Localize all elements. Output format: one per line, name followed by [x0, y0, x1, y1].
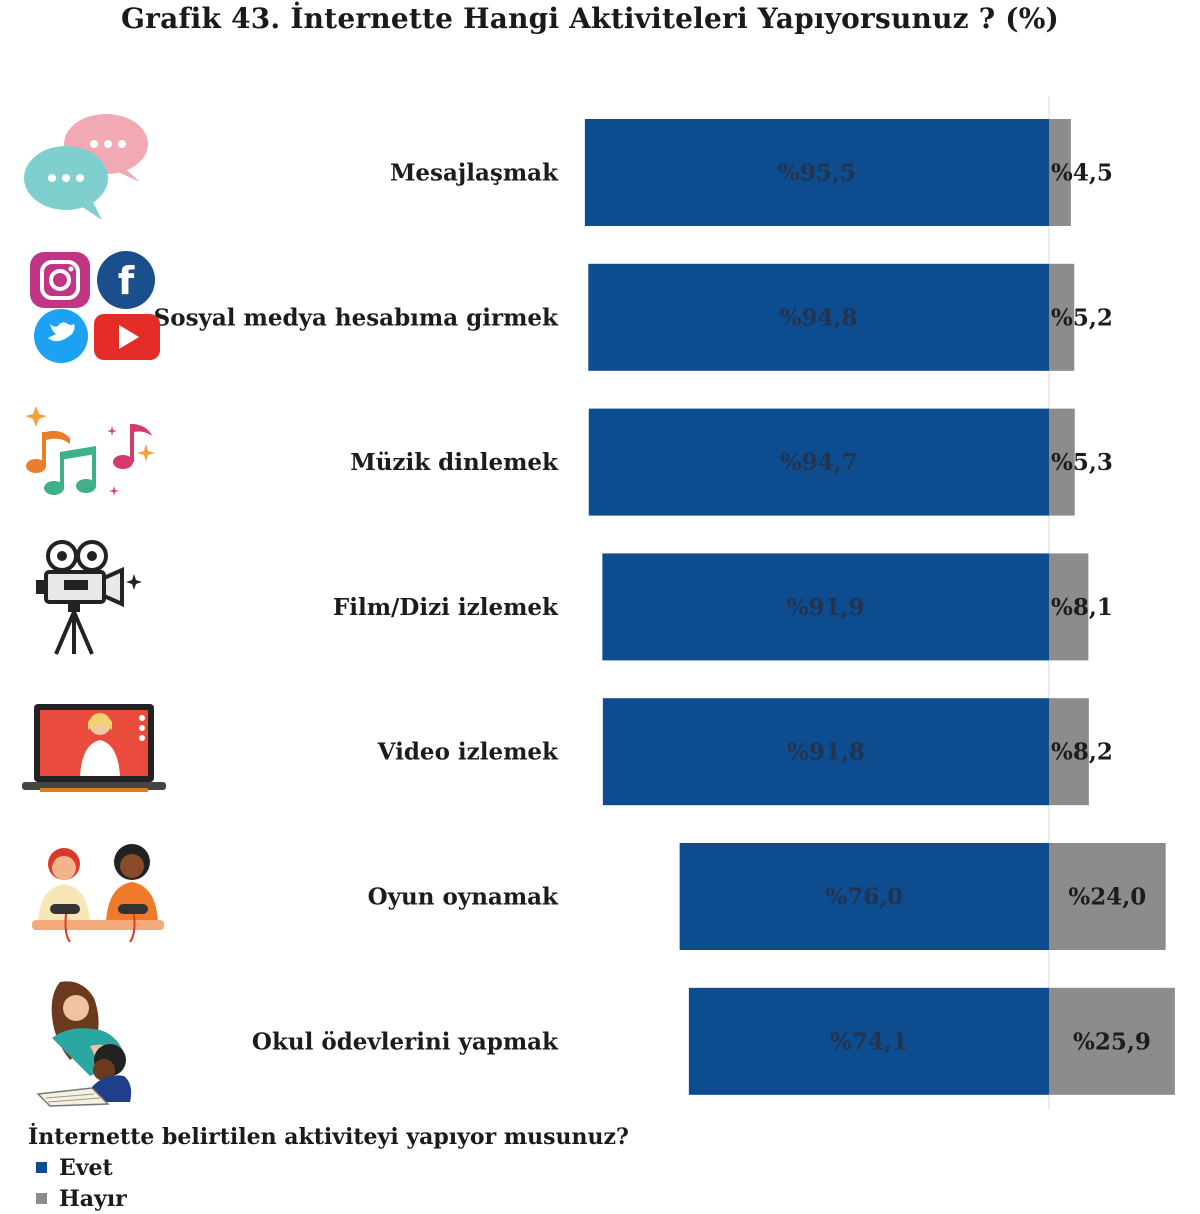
- social-media-icon: f: [30, 251, 160, 363]
- data-label-hayir-5: %24,0: [1068, 884, 1146, 911]
- bar-evet-4: [602, 698, 1049, 806]
- legend-title: İnternette belirtilen aktiviteyi yapıyor…: [28, 1124, 629, 1150]
- laptop-video-icon: [22, 704, 166, 792]
- category-label-1: Sosyal medya hesabıma girmek: [154, 304, 559, 331]
- data-label-evet-5: %76,0: [825, 884, 903, 911]
- bar-evet-1: [588, 263, 1049, 371]
- category-label-0: Mesajlaşmak: [390, 160, 559, 187]
- data-label-evet-1: %94,8: [780, 304, 858, 331]
- bar-evet-2: [588, 408, 1049, 516]
- legend-swatch-evet: [36, 1162, 47, 1173]
- legend-swatch-hayir: [36, 1193, 47, 1204]
- homework-icon: [36, 981, 132, 1107]
- legend-label-hayir: Hayır: [59, 1185, 127, 1212]
- chart-title: Grafik 43. İnternette Hangi Aktiviteleri…: [121, 2, 1059, 35]
- bar-hayir-4: [1049, 698, 1089, 806]
- bar-hayir-5: [1049, 843, 1166, 950]
- category-label-6: Okul ödevlerini yapmak: [252, 1028, 559, 1055]
- data-label-hayir-6: %25,9: [1073, 1028, 1151, 1055]
- bar-evet-0: [584, 119, 1049, 226]
- bar-hayir-2: [1049, 408, 1075, 516]
- gamers-icon: [32, 844, 164, 942]
- data-label-evet-4: %91,8: [787, 739, 865, 766]
- data-label-evet-6: %74,1: [830, 1028, 908, 1055]
- film-camera-icon: [36, 540, 142, 655]
- bar-hayir-3: [1049, 553, 1089, 661]
- legend-label-evet: Evet: [59, 1154, 113, 1181]
- category-label-5: Oyun oynamak: [368, 884, 559, 911]
- bar-hayir-0: [1049, 119, 1071, 226]
- bar-hayir-1: [1049, 263, 1075, 371]
- bar-hayir-6: [1049, 987, 1175, 1095]
- legend-item-hayir: Hayır: [28, 1183, 629, 1214]
- music-notes-icon: [25, 406, 155, 496]
- speech-bubbles-icon: [24, 114, 148, 220]
- data-label-hayir-4: %8,2: [1051, 739, 1113, 766]
- category-label-2: Müzik dinlemek: [350, 449, 559, 476]
- svg-text:f: f: [118, 259, 135, 303]
- category-label-3: Film/Dizi izlemek: [333, 594, 559, 621]
- bar-evet-3: [602, 553, 1049, 661]
- data-label-evet-2: %94,7: [780, 449, 858, 476]
- bar-evet-5: [679, 843, 1049, 950]
- legend-item-evet: Evet: [28, 1152, 629, 1183]
- data-label-evet-0: %95,5: [778, 160, 856, 187]
- bar-evet-6: [688, 987, 1049, 1095]
- category-label-4: Video izlemek: [377, 739, 559, 766]
- data-label-hayir-0: %4,5: [1051, 160, 1113, 187]
- data-label-hayir-1: %5,2: [1051, 304, 1113, 331]
- data-label-evet-3: %91,9: [787, 594, 865, 621]
- data-label-hayir-2: %5,3: [1051, 449, 1113, 476]
- legend: İnternette belirtilen aktiviteyi yapıyor…: [28, 1124, 629, 1214]
- data-label-hayir-3: %8,1: [1051, 594, 1113, 621]
